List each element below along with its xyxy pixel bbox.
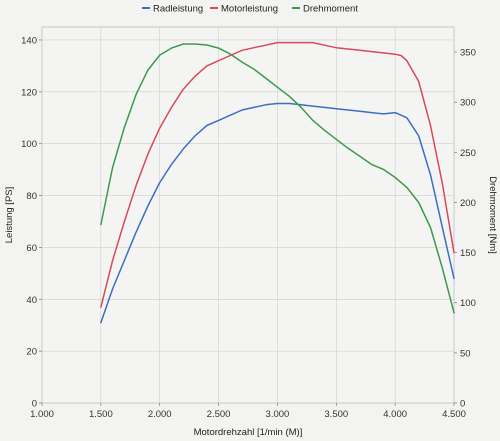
y-right-tick-label: 200 [460, 198, 476, 209]
x-tick-label: 2.000 [148, 409, 172, 420]
y-right-tick-label: 0 [460, 399, 465, 410]
legend[interactable]: Radleistung Motorleistung Drehmoment [142, 4, 358, 15]
y-tick-label: 140 [21, 35, 37, 46]
y-tick-label: 60 [26, 243, 37, 254]
y-axis-left-ticks: 0 20 40 60 80 100 120 140 [21, 35, 42, 410]
y-axis-right-label: Drehmoment [Nm] [487, 176, 498, 254]
x-axis-ticks: 1.000 1.500 2.000 2.500 3.000 3.500 4.000 4.500 [30, 403, 466, 420]
x-axis-label: Motordrehzahl [1/min (M)] [194, 427, 303, 438]
y-tick-label: 100 [21, 139, 37, 150]
y-tick-label: 40 [26, 295, 37, 306]
y-right-tick-label: 300 [460, 98, 476, 109]
x-tick-label: 1.000 [30, 409, 54, 420]
y-right-tick-label: 50 [460, 348, 471, 359]
y-axis-right-ticks: 0 50 100 150 200 250 300 350 [454, 48, 476, 410]
grid [41, 27, 455, 404]
y-tick-label: 80 [26, 191, 37, 202]
x-tick-label: 1.500 [89, 409, 113, 420]
y-right-tick-label: 150 [460, 248, 476, 259]
y-axis-left-label: Leistung [PS] [4, 187, 15, 244]
legend-item-radleistung[interactable]: Radleistung [153, 4, 203, 15]
x-tick-label: 4.000 [383, 409, 407, 420]
y-right-tick-label: 350 [460, 48, 476, 59]
x-tick-label: 3.000 [266, 409, 290, 420]
y-tick-label: 0 [32, 399, 37, 410]
legend-item-drehmoment[interactable]: Drehmoment [303, 4, 358, 15]
series-line-drehmoment [100, 43, 455, 314]
x-tick-label: 3.500 [324, 409, 348, 420]
x-tick-label: 4.500 [442, 409, 466, 420]
y-tick-label: 120 [21, 87, 37, 98]
series-line-radleistung [100, 102, 455, 324]
y-right-tick-label: 100 [460, 298, 476, 309]
y-tick-label: 20 [26, 347, 37, 358]
series-line-motorleistung [100, 41, 455, 308]
legend-item-motorleistung[interactable]: Motorleistung [221, 4, 278, 15]
series-layer [100, 41, 455, 324]
y-right-tick-label: 250 [460, 148, 476, 159]
plot-area [41, 26, 455, 404]
x-tick-label: 2.500 [207, 409, 231, 420]
